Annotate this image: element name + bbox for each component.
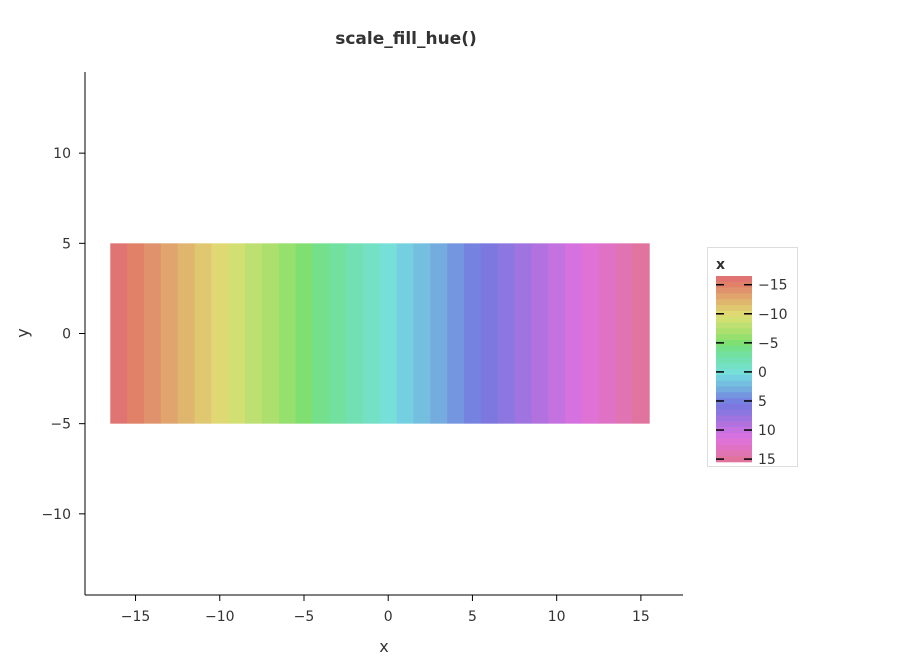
legend-swatch (716, 287, 752, 294)
legend-swatch (716, 305, 752, 312)
legend-swatch (716, 363, 752, 370)
tile (379, 243, 398, 424)
tile (245, 243, 263, 424)
legend-swatch (716, 432, 752, 440)
legend-swatch (716, 415, 752, 422)
legend-swatch (716, 421, 752, 428)
tile (497, 243, 515, 424)
tile (514, 243, 532, 424)
legend-swatch (716, 276, 752, 283)
y-tick-label: −10 (41, 507, 71, 523)
legend-label: −15 (758, 278, 788, 294)
chart-title: scale_fill_hue() (335, 29, 477, 49)
y-tick-label: 0 (62, 327, 71, 343)
legend-swatch (716, 374, 752, 381)
tile (362, 243, 381, 424)
legend-swatch (716, 293, 752, 300)
x-tick-label: −5 (294, 609, 315, 625)
y-tick-label: 10 (53, 146, 71, 162)
tile (615, 243, 633, 424)
legend-swatch (716, 450, 752, 457)
tile (194, 243, 212, 424)
legend-swatch (716, 351, 752, 358)
legend-swatch (716, 310, 752, 317)
tile (447, 243, 465, 424)
x-tick-label: −15 (121, 609, 151, 625)
legend-swatch (716, 299, 752, 306)
legend-swatch (716, 334, 752, 341)
legend-swatch (716, 281, 752, 288)
tile (160, 243, 179, 424)
x-axis: −15 −10 −5 0 5 10 15 (85, 594, 683, 625)
y-tick-label: −5 (50, 417, 71, 433)
tile (261, 243, 280, 424)
tile (346, 243, 364, 424)
y-tick-label: 5 (62, 236, 71, 252)
x-axis-title: x (379, 637, 388, 656)
x-tick-label: 15 (632, 609, 650, 625)
legend-swatch (716, 357, 752, 364)
tile (632, 243, 650, 424)
legend-swatch (716, 345, 752, 352)
tile (413, 243, 431, 424)
legend-swatch (716, 322, 752, 329)
tile (464, 243, 482, 424)
legend-swatch (716, 409, 752, 416)
tile (228, 243, 246, 424)
legend-swatch (716, 392, 752, 399)
legend-label: 10 (758, 423, 776, 439)
x-tick-label: −10 (205, 609, 235, 625)
legend-swatch (716, 386, 752, 393)
tile (295, 243, 313, 424)
legend-swatch (716, 316, 752, 323)
tile (430, 243, 448, 424)
tile (565, 243, 583, 424)
tile (127, 243, 145, 424)
plot-area (110, 243, 650, 424)
legend-swatch (716, 398, 752, 405)
legend-swatch (716, 403, 752, 410)
tile (143, 243, 162, 424)
legend: x −15 −10 −5 0 5 10 15 (707, 247, 798, 468)
y-axis: −10 −5 0 5 10 (41, 72, 86, 595)
legend-label: 5 (758, 394, 767, 410)
tile (548, 243, 566, 424)
legend-swatch (716, 328, 752, 335)
tile (396, 243, 414, 424)
tile (278, 243, 296, 424)
legend-label: 0 (758, 365, 767, 381)
tile (110, 243, 128, 424)
x-tick-label: 5 (468, 609, 477, 625)
x-tick-label: 0 (384, 609, 393, 625)
legend-swatch (716, 369, 752, 376)
tile (598, 243, 617, 424)
tile (531, 243, 549, 424)
legend-swatch (716, 438, 752, 445)
tile (329, 243, 347, 424)
x-tick-label: 10 (548, 609, 566, 625)
legend-swatch (716, 456, 752, 463)
legend-swatch (716, 339, 752, 347)
legend-swatch (716, 380, 752, 387)
y-axis-title: y (13, 328, 32, 337)
legend-swatch (716, 444, 752, 451)
tile (211, 243, 229, 424)
legend-label: −10 (758, 307, 788, 323)
legend-swatch (716, 427, 752, 434)
tile (177, 243, 195, 424)
legend-label: 15 (758, 452, 776, 468)
tile (480, 243, 499, 424)
tile (312, 243, 330, 424)
legend-title: x (716, 257, 725, 273)
legend-label: −5 (758, 336, 779, 352)
tile (581, 243, 600, 424)
